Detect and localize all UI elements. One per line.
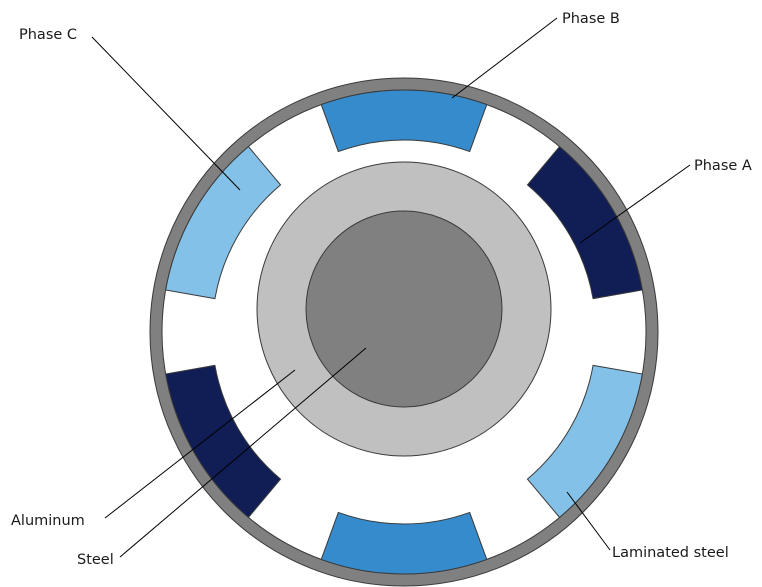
leader-lines — [91, 17, 691, 558]
aluminum-label: Aluminum — [11, 513, 85, 529]
phase-b-coil-top — [320, 89, 488, 153]
labels: Phase B Phase C Phase A Aluminum Steel L… — [11, 11, 752, 568]
phase-a-label: Phase A — [694, 158, 752, 174]
laminated-steel-label: Laminated steel — [612, 545, 729, 561]
phase-a-leader — [579, 164, 691, 244]
stator-coils — [165, 89, 643, 575]
aluminum-leader — [104, 369, 296, 519]
steel-label: Steel — [77, 552, 114, 568]
phase-c-coil-right — [526, 364, 643, 519]
phase-b-coil-bottom — [320, 511, 488, 575]
steel-leader — [119, 347, 367, 558]
phase-c-coil-left — [165, 145, 282, 300]
phase-a-coil-right — [526, 145, 643, 300]
steel-core — [305, 210, 503, 408]
phase-a-coil-left — [165, 364, 282, 519]
phase-c-label: Phase C — [19, 27, 77, 43]
phase-c-leader — [91, 36, 241, 191]
phase-b-label: Phase B — [562, 11, 620, 27]
phase-b-leader — [451, 17, 558, 99]
laminated-steel-leader — [566, 491, 611, 551]
rotor — [256, 161, 552, 457]
